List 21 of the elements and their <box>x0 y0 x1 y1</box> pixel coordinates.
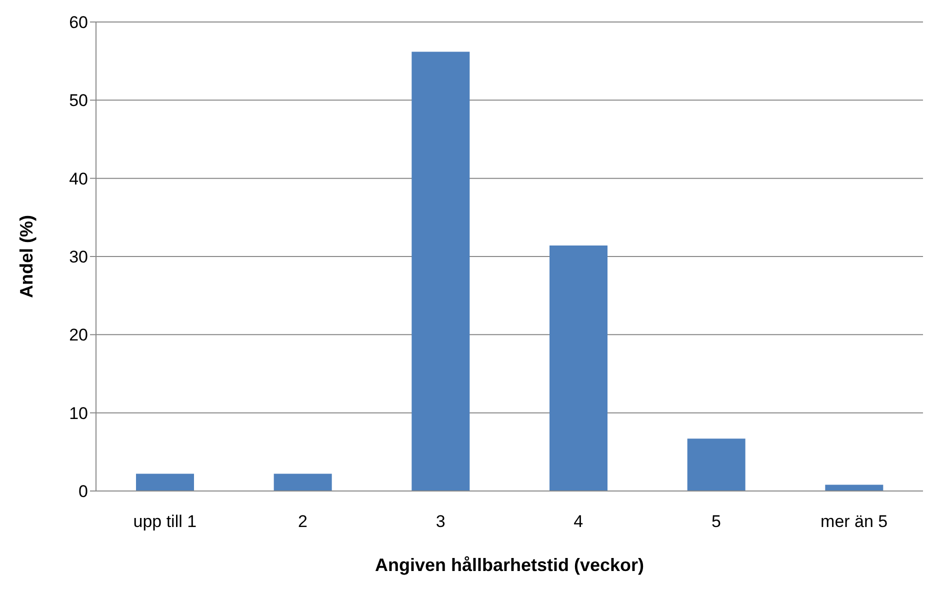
x-tick-label: 5 <box>712 512 721 532</box>
bar <box>412 52 470 491</box>
x-tick-label: mer än 5 <box>820 512 888 532</box>
x-axis-title: Angiven hållbarhetstid (veckor) <box>374 555 644 575</box>
x-tick-label: 2 <box>298 512 308 532</box>
bar <box>687 438 746 491</box>
bar <box>136 474 194 491</box>
y-tick-label: 0 <box>78 482 88 502</box>
bar <box>550 246 608 491</box>
y-tick-label: 20 <box>69 326 88 345</box>
y-tick-label: 10 <box>69 404 88 423</box>
y-tick-label: 60 <box>69 13 88 32</box>
y-axis-title: Andel (%) <box>16 215 36 298</box>
y-tick-label: 50 <box>69 91 88 110</box>
y-tick-label: 40 <box>69 169 88 188</box>
x-tick-label: 3 <box>436 512 446 532</box>
x-tick-label: upp till 1 <box>133 512 197 532</box>
y-tick-label: 30 <box>69 248 88 267</box>
bar <box>274 474 332 491</box>
x-tick-label: 4 <box>574 512 584 532</box>
bar <box>825 484 884 491</box>
